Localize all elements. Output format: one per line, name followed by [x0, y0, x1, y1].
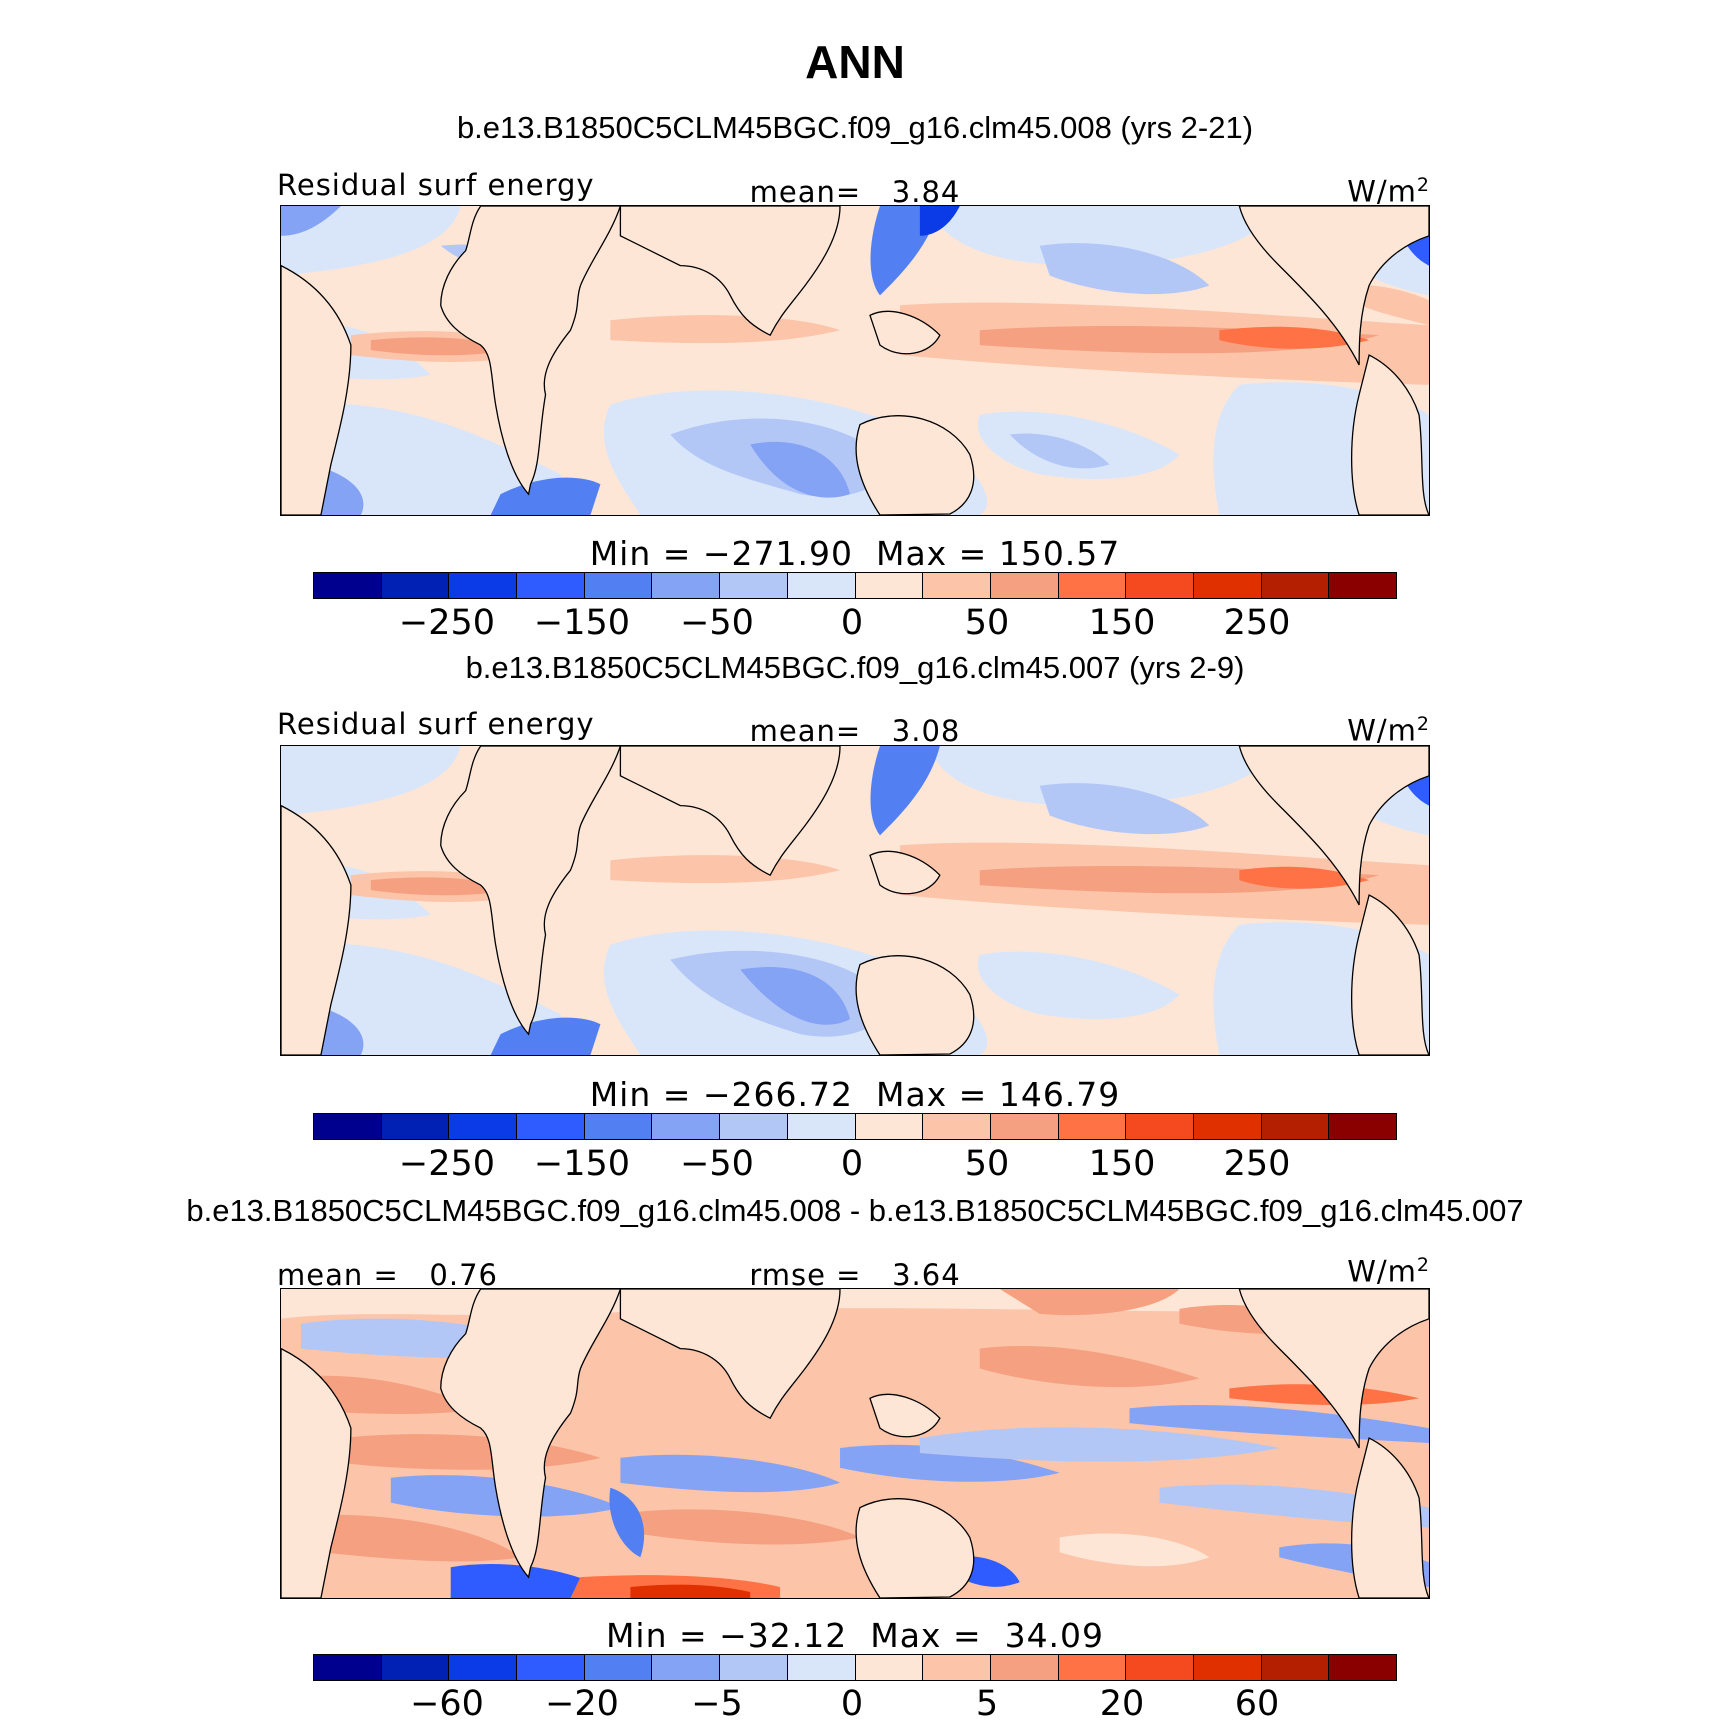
colorbar-swatch — [1329, 1114, 1396, 1139]
panel-2-tick: 150 — [1088, 1144, 1156, 1184]
colorbar-swatch — [720, 573, 788, 598]
panel-1-map — [280, 205, 1430, 516]
figure-title: ANN — [805, 36, 905, 88]
colorbar-swatch — [449, 1114, 518, 1139]
colorbar-swatch — [1329, 1655, 1396, 1680]
colorbar-swatch — [314, 573, 382, 598]
panel-2-tick: 0 — [840, 1144, 864, 1184]
colorbar-swatch — [923, 1655, 991, 1680]
panel-1-minmax: Min = −271.90 Max = 150.57 — [589, 534, 1121, 573]
colorbar-swatch — [517, 573, 585, 598]
colorbar-swatch — [855, 1655, 924, 1680]
colorbar-swatch — [1126, 1114, 1194, 1139]
panel-2-map-field — [281, 746, 1429, 1055]
panel-3-map-field — [281, 1289, 1429, 1598]
panel-2-variable-label: Residual surf energy — [277, 707, 595, 741]
colorbar-swatch — [652, 1114, 721, 1139]
panel-3-tick: 20 — [1099, 1684, 1145, 1724]
colorbar-swatch — [652, 1655, 721, 1680]
panel-3-tick: 0 — [840, 1684, 864, 1724]
colorbar-swatch — [1329, 573, 1396, 598]
panel-1-tick: 50 — [964, 603, 1010, 643]
colorbar-swatch — [720, 1655, 788, 1680]
colorbar-swatch — [1126, 573, 1194, 598]
panel-1-tick: −50 — [680, 603, 754, 643]
panel-2-tick: −150 — [533, 1144, 631, 1184]
colorbar-swatch — [1261, 573, 1330, 598]
colorbar-swatch — [381, 1655, 450, 1680]
panel-2-tick: −250 — [398, 1144, 496, 1184]
panel-2-mean-label: mean= 3.08 — [749, 714, 961, 748]
colorbar-swatch — [923, 1114, 991, 1139]
panel-1-tick: −150 — [533, 603, 631, 643]
panel-3-tick: −20 — [545, 1684, 619, 1724]
colorbar-swatch — [381, 573, 450, 598]
panel-3-tick: −60 — [410, 1684, 484, 1724]
colorbar-swatch — [787, 1114, 856, 1139]
colorbar-swatch — [584, 1655, 653, 1680]
colorbar-swatch — [720, 1114, 788, 1139]
panel-2-minmax: Min = −266.72 Max = 146.79 — [589, 1075, 1121, 1114]
panel-3-minmax: Min = −32.12 Max = 34.09 — [605, 1616, 1105, 1655]
panel-1-case-title: b.e13.B1850C5CLM45BGC.f09_g16.clm45.008 … — [456, 110, 1254, 145]
colorbar-swatch — [314, 1114, 382, 1139]
panel-2-tick: 250 — [1223, 1144, 1291, 1184]
colorbar-swatch — [1261, 1655, 1330, 1680]
panel-1-variable-label: Residual surf energy — [277, 168, 595, 202]
panel-2-tick: 50 — [964, 1144, 1010, 1184]
colorbar-swatch — [1193, 1114, 1262, 1139]
colorbar-swatch — [923, 573, 991, 598]
panel-3-rmse-label: rmse = 3.64 — [749, 1258, 961, 1292]
colorbar-swatch — [1058, 1114, 1127, 1139]
panel-3-tick: −5 — [691, 1684, 743, 1724]
colorbar-swatch — [1193, 1655, 1262, 1680]
colorbar-swatch — [584, 573, 653, 598]
panel-2-units: W/m2 — [1347, 713, 1430, 748]
panel-2-case-title: b.e13.B1850C5CLM45BGC.f09_g16.clm45.007 … — [465, 650, 1245, 685]
panel-3-tick: 60 — [1234, 1684, 1280, 1724]
colorbar-swatch — [990, 1655, 1059, 1680]
panel-1-mean-label: mean= 3.84 — [749, 175, 961, 209]
panel-3-units: W/m2 — [1347, 1254, 1430, 1289]
colorbar-swatch — [990, 573, 1059, 598]
panel-1-units: W/m2 — [1347, 174, 1430, 209]
panel-2-colorbar — [313, 1113, 1397, 1140]
panel-2-tick: −50 — [680, 1144, 754, 1184]
panel-3-colorbar — [313, 1654, 1397, 1681]
colorbar-swatch — [314, 1655, 382, 1680]
colorbar-swatch — [1058, 1655, 1127, 1680]
colorbar-swatch — [1261, 1114, 1330, 1139]
colorbar-swatch — [1058, 573, 1127, 598]
colorbar-swatch — [517, 1655, 585, 1680]
panel-2-map — [280, 745, 1430, 1056]
panel-3-tick: 5 — [975, 1684, 999, 1724]
colorbar-swatch — [1126, 1655, 1194, 1680]
colorbar-swatch — [517, 1114, 585, 1139]
colorbar-swatch — [381, 1114, 450, 1139]
colorbar-swatch — [449, 1655, 518, 1680]
colorbar-swatch — [855, 1114, 924, 1139]
panel-1-tick: 0 — [840, 603, 864, 643]
panel-1-tick: 250 — [1223, 603, 1291, 643]
colorbar-swatch — [1193, 573, 1262, 598]
colorbar-swatch — [787, 573, 856, 598]
panel-3-case-title: b.e13.B1850C5CLM45BGC.f09_g16.clm45.008 … — [186, 1193, 1524, 1228]
colorbar-swatch — [449, 573, 518, 598]
colorbar-swatch — [990, 1114, 1059, 1139]
panel-1-tick: −250 — [398, 603, 496, 643]
colorbar-swatch — [855, 573, 924, 598]
colorbar-swatch — [584, 1114, 653, 1139]
panel-1-map-field — [281, 206, 1429, 515]
panel-1-tick: 150 — [1088, 603, 1156, 643]
colorbar-swatch — [787, 1655, 856, 1680]
panel-3-mean-label: mean = 0.76 — [277, 1258, 498, 1292]
panel-1-colorbar — [313, 572, 1397, 599]
panel-3-map — [280, 1288, 1430, 1599]
colorbar-swatch — [652, 573, 721, 598]
